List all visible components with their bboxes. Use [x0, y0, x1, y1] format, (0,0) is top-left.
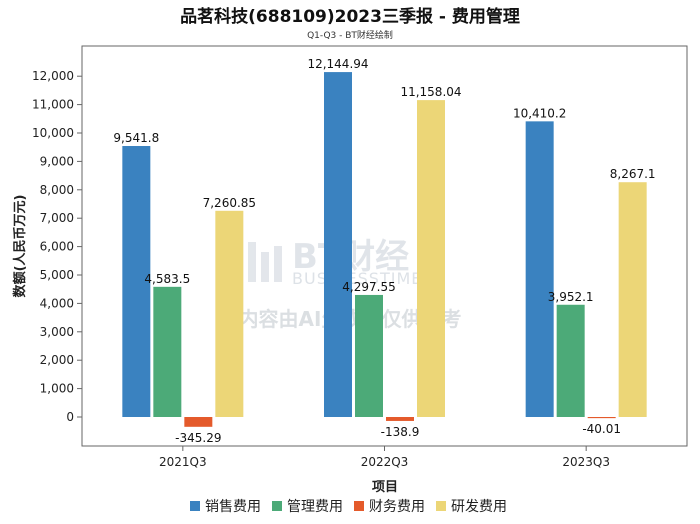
- y-tick-label: 9,000: [40, 154, 74, 168]
- y-tick-label: 7,000: [40, 211, 74, 225]
- legend: 销售费用 管理费用 财务费用 研发费用: [190, 499, 507, 515]
- bar: [587, 417, 616, 419]
- legend-swatch: [272, 501, 282, 511]
- legend-label: 管理费用: [287, 499, 343, 515]
- data-label: -138.9: [381, 425, 420, 439]
- y-tick-label: 8,000: [40, 183, 74, 197]
- legend-swatch: [354, 501, 364, 511]
- y-tick-label: 5,000: [40, 268, 74, 282]
- bar: [324, 72, 352, 417]
- y-tick-label: 0: [66, 410, 74, 424]
- legend-swatch: [190, 501, 200, 511]
- y-tick-label: 6,000: [40, 240, 74, 254]
- data-label: -345.29: [175, 431, 221, 445]
- x-tick-label: 2021Q3: [159, 455, 207, 469]
- data-label: 4,583.5: [144, 272, 190, 286]
- data-label: 4,297.55: [342, 280, 395, 294]
- watermark-logo-icon: [248, 242, 282, 282]
- data-label: 3,952.1: [548, 290, 594, 304]
- data-label: 11,158.04: [400, 85, 461, 99]
- x-axis: 2021Q3 2022Q3 2023Q3: [82, 445, 687, 469]
- y-tick-label: 4,000: [40, 296, 74, 310]
- y-axis: 0 1,000 2,000 3,000 4,000 5,000 6,000 7,000 8,00…: [32, 69, 82, 424]
- x-tick-label: 2022Q3: [361, 455, 409, 469]
- y-tick-label: 3,000: [40, 325, 74, 339]
- bar: [386, 417, 414, 421]
- bar: [417, 100, 445, 417]
- x-axis-title: 项目: [372, 480, 398, 495]
- bar: [618, 182, 647, 417]
- y-tick-label: 11,000: [32, 98, 74, 112]
- y-tick-label: 2,000: [40, 353, 74, 367]
- bar: [556, 304, 585, 417]
- bar: [215, 210, 244, 417]
- bar: [525, 121, 554, 418]
- y-tick-label: 1,000: [40, 382, 74, 396]
- bar: [122, 146, 151, 417]
- data-label: 12,144.94: [307, 57, 368, 71]
- y-axis-title: 数额(人民币万元): [12, 195, 28, 298]
- y-tick-label: 10,000: [32, 126, 74, 140]
- bar: [355, 294, 383, 417]
- legend-label: 销售费用: [205, 499, 261, 515]
- data-label: -40.01: [582, 422, 621, 436]
- bar: [184, 417, 213, 427]
- bar: [153, 286, 182, 417]
- y-tick-label: 12,000: [32, 69, 74, 83]
- legend-label: 财务费用: [369, 499, 425, 515]
- x-tick-label: 2023Q3: [562, 455, 610, 469]
- data-label: 10,410.2: [513, 106, 566, 120]
- chart-title: 品茗科技(688109)2023三季报 - 费用管理: [180, 6, 520, 27]
- chart-subtitle: Q1-Q3 - BT财经绘制: [307, 29, 393, 41]
- plot-area: [81, 45, 688, 447]
- data-label: 7,260.85: [203, 196, 256, 210]
- data-label: 8,267.1: [610, 167, 656, 181]
- bars: 9,541.8 4,583.5 -345.29 7,260.85 12,144.94 4,…: [113, 57, 655, 445]
- data-label: 9,541.8: [113, 131, 159, 145]
- legend-swatch: [436, 501, 446, 511]
- legend-label: 研发费用: [451, 499, 507, 515]
